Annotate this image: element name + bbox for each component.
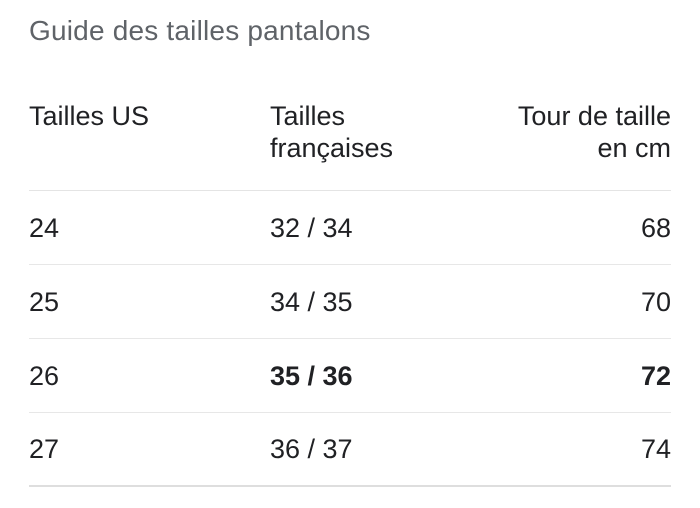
- page-title: Guide des tailles pantalons: [29, 15, 371, 46]
- cell-cm: 68: [640, 212, 671, 243]
- table-header-row: Tailles US Tailles françaises Tour de ta…: [29, 48, 671, 191]
- cell-cm: 72: [640, 360, 671, 391]
- table-row: 24 32 / 34 68: [29, 191, 671, 265]
- column-header-waist-line2: en cm: [597, 133, 671, 163]
- size-table: Tailles US Tailles françaises Tour de ta…: [29, 48, 671, 487]
- cell-cm: 74: [640, 434, 671, 464]
- cell-us: 24: [29, 212, 60, 243]
- cell-fr: 32 / 34: [270, 212, 353, 243]
- cell-us: 27: [29, 434, 60, 464]
- column-header-fr-line1: Tailles: [270, 101, 346, 131]
- cell-fr: 36 / 37: [270, 434, 353, 464]
- column-header-us-label: Tailles US: [29, 101, 150, 131]
- column-header-waist-line1: Tour de taille: [517, 101, 671, 131]
- table-row: 27 36 / 37 74: [29, 413, 671, 487]
- cell-us: 26: [29, 360, 60, 391]
- cell-us: 25: [29, 286, 60, 317]
- cell-cm: 70: [640, 286, 671, 317]
- column-header-waist: Tour de taille en cm: [460, 100, 671, 164]
- column-header-us: Tailles US: [29, 100, 270, 132]
- column-header-fr-line2: françaises: [270, 133, 394, 163]
- table-row-highlighted: 26 35 / 36 72: [29, 339, 671, 413]
- column-header-fr: Tailles françaises: [270, 100, 460, 164]
- cell-fr: 35 / 36: [270, 360, 353, 391]
- table-row: 25 34 / 35 70: [29, 265, 671, 339]
- cell-fr: 34 / 35: [270, 286, 353, 317]
